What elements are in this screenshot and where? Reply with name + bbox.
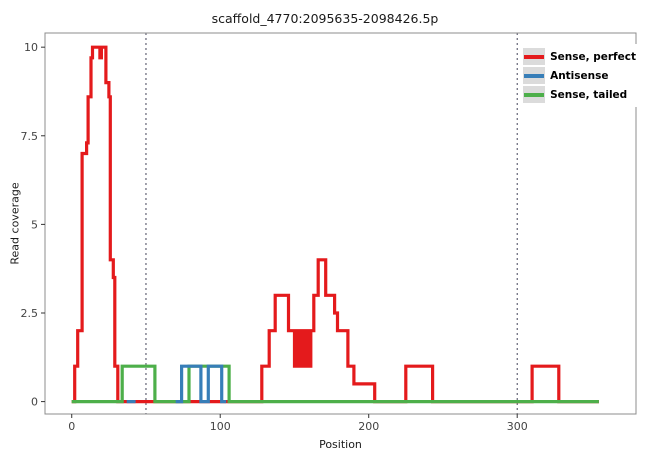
x-axis-label: Position (319, 438, 362, 451)
legend-key-swatch (523, 48, 546, 65)
legend-entry: Antisense (523, 67, 636, 84)
legend-key-line (524, 73, 545, 78)
legend-label: Antisense (550, 69, 609, 82)
x-tick-label: 300 (507, 420, 528, 433)
x-tick-label: 200 (358, 420, 379, 433)
legend-entry: Sense, tailed (523, 86, 636, 103)
series-line (175, 364, 227, 404)
series-line (71, 45, 599, 404)
panel-border (44, 32, 637, 415)
y-tick-label: 2.5 (21, 307, 39, 320)
y-tick-label: 0 (31, 396, 38, 409)
y-tick-label: 10 (24, 41, 38, 54)
legend-key-swatch (523, 86, 546, 103)
legend-label: Sense, tailed (550, 88, 628, 101)
legend-entry: Sense, perfect (523, 48, 636, 65)
legend: Sense, perfect Antisense Sense, tailed (519, 44, 640, 107)
series-line (71, 364, 599, 404)
x-tick-label: 0 (68, 420, 75, 433)
y-tick-label: 7.5 (21, 130, 39, 143)
legend-key-line (524, 54, 545, 59)
legend-key-swatch (523, 67, 546, 84)
plot-title: scaffold_4770:2095635-2098426.5p (211, 11, 439, 26)
x-tick-label: 100 (210, 420, 231, 433)
legend-key-line (524, 92, 545, 97)
legend-label: Sense, perfect (550, 50, 636, 63)
y-tick-label: 5 (31, 218, 38, 231)
